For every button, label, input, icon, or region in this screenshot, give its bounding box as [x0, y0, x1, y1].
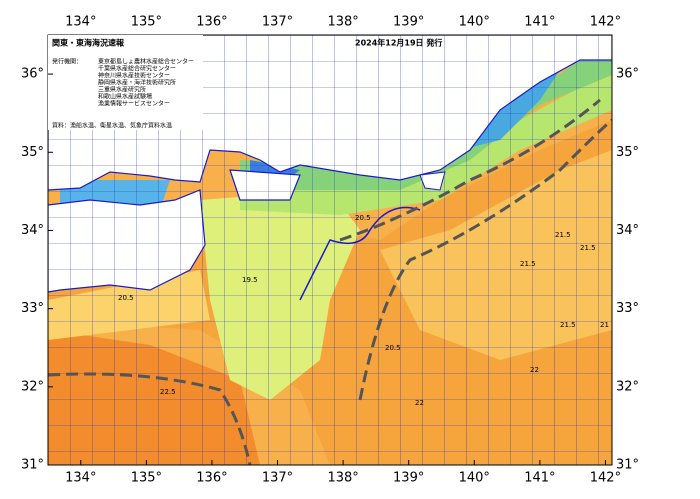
- isotherm-label: 21.5: [520, 260, 536, 268]
- source: 資料：漁船水温、衛星水温、気象庁資料水温: [52, 122, 172, 130]
- lat-label-left: 35°: [21, 145, 44, 160]
- lat-label-right: 35°: [616, 145, 639, 160]
- lon-label-bottom: 141°: [524, 471, 555, 486]
- agency-name: 三重県水産研究所: [98, 86, 146, 94]
- isotherm-label: 21.5: [560, 321, 576, 329]
- lat-label-right: 34°: [616, 223, 639, 238]
- isotherm-label: 22.5: [160, 388, 176, 396]
- lat-label-right: 31°: [616, 458, 639, 473]
- lat-label-left: 32°: [21, 379, 44, 394]
- agency-name: 漁業情報サービスセンター: [98, 100, 170, 108]
- lon-label-bottom: 142°: [590, 471, 621, 486]
- lon-label-bottom: 140°: [459, 471, 490, 486]
- isotherm-label: 20.5: [385, 344, 401, 352]
- lon-label-top: 142°: [590, 15, 621, 30]
- lat-label-right: 32°: [616, 379, 639, 394]
- agency-name: 静岡県水産・海洋技術研究所: [98, 79, 176, 87]
- lon-label-bottom: 137°: [262, 471, 293, 486]
- lon-label-bottom: 138°: [327, 471, 358, 486]
- lon-label-top: 141°: [524, 15, 555, 30]
- lon-label-top: 139°: [393, 15, 424, 30]
- agency-name: 和歌山県水産試験場: [98, 93, 152, 101]
- lon-label-top: 140°: [459, 15, 490, 30]
- lon-label-bottom: 135°: [131, 471, 162, 486]
- agency-name: 神奈川県水産技術センター: [98, 72, 170, 80]
- sea-field: [48, 35, 612, 465]
- isotherm-label: 22: [530, 366, 539, 374]
- lat-label-left: 33°: [21, 301, 44, 316]
- lon-label-top: 135°: [131, 15, 162, 30]
- agency-name: 東京都島しょ農林水産総合センター: [98, 58, 194, 66]
- lon-label-bottom: 139°: [393, 471, 424, 486]
- lat-label-left: 31°: [21, 458, 44, 473]
- map-frame: [47, 34, 613, 466]
- lon-label-top: 137°: [262, 15, 293, 30]
- isotherm-label: 21.5: [555, 231, 571, 239]
- lon-label-top: 134°: [65, 15, 96, 30]
- isotherm-label: 20.5: [118, 294, 134, 302]
- lon-label-top: 136°: [196, 15, 227, 30]
- lat-label-left: 36°: [21, 67, 44, 82]
- agency-label: 発行機関：: [52, 58, 82, 66]
- lat-label-left: 34°: [21, 223, 44, 238]
- isotherm-label: 22: [415, 399, 424, 407]
- lon-label-top: 138°: [327, 15, 358, 30]
- isotherm-label: 21.5: [580, 244, 596, 252]
- lon-label-bottom: 134°: [65, 471, 96, 486]
- isotherm-label: 20.5: [355, 214, 371, 222]
- lat-label-right: 33°: [616, 301, 639, 316]
- date: 2024年12月19日 発行: [355, 38, 442, 48]
- info-box: [48, 35, 203, 130]
- title: 関東・東海海況速報: [52, 38, 125, 48]
- isotherm-label: 19.5: [242, 276, 258, 284]
- lat-label-right: 36°: [616, 67, 639, 82]
- isotherm-label: 21: [600, 321, 609, 329]
- lon-label-bottom: 136°: [196, 471, 227, 486]
- agency-name: 千葉県水産総合研究センター: [98, 65, 176, 73]
